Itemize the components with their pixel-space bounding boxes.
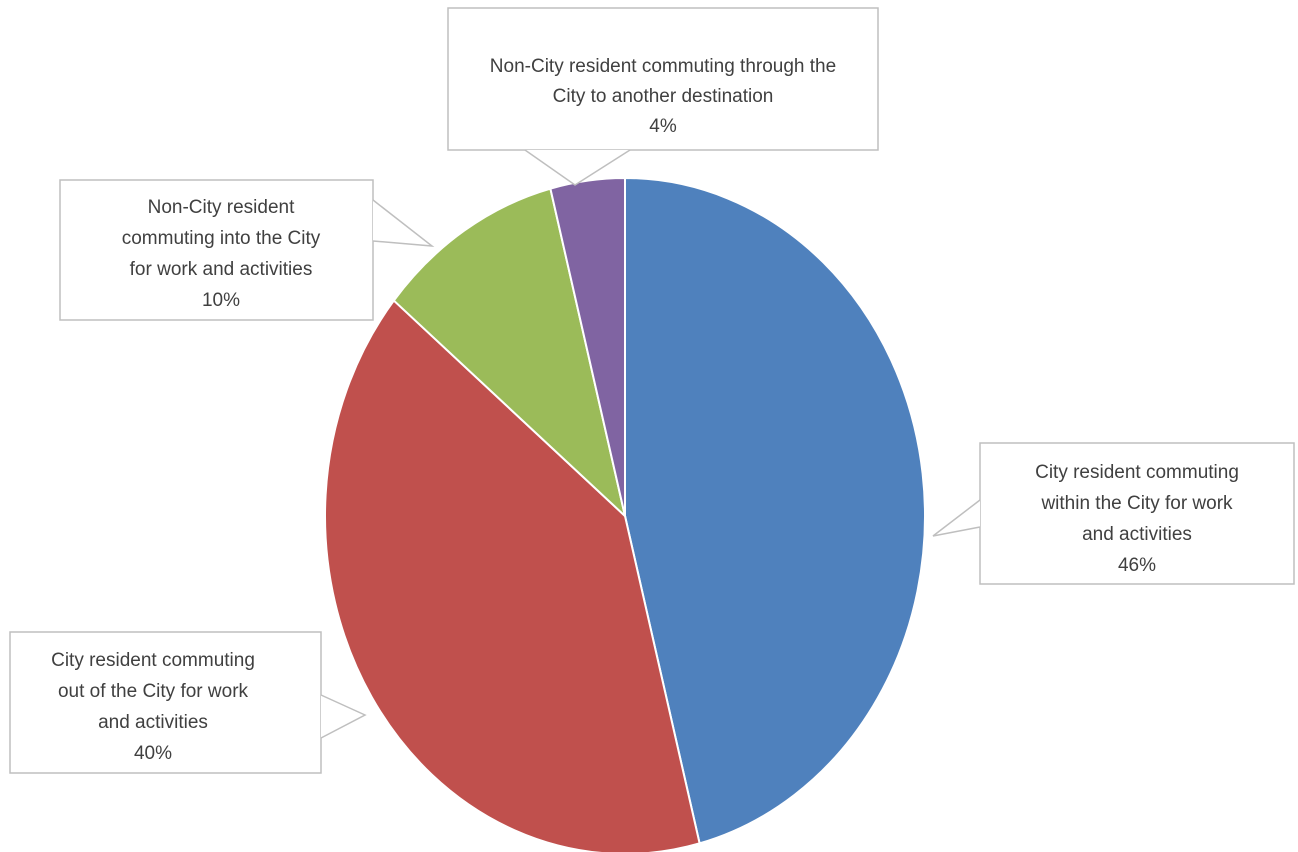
callout-through-city: Non-City resident commuting through the C…	[447, 7, 879, 186]
data-callouts: City resident commuting within the City f…	[9, 7, 1295, 774]
callout-pointer	[320, 694, 367, 739]
callout-value-label: 40%	[134, 743, 172, 764]
callout-pointer	[524, 149, 631, 186]
callout-label-line: commuting into the City	[122, 228, 321, 249]
callout-out-of-city: City resident commuting out of the City f…	[9, 631, 367, 774]
slice-within-city	[624, 176, 926, 845]
callout-pointer	[372, 199, 435, 247]
callout-box	[9, 631, 322, 774]
callout-label-line: and activities	[1082, 524, 1192, 545]
slice-into-city	[392, 187, 627, 519]
callout-label-line: within the City for work	[1040, 493, 1233, 514]
callout-label-line: for work and activities	[130, 259, 313, 280]
callout-label-line: City resident commuting	[1035, 462, 1239, 483]
callout-label-line: Non-City resident	[148, 197, 295, 218]
slice-out-of-city	[324, 299, 701, 852]
callout-label-line: Non-City resident commuting through the	[490, 56, 836, 77]
pie-slices	[324, 176, 926, 852]
callout-label-line: out of the City for work	[58, 681, 249, 702]
callout-within-city: City resident commuting within the City f…	[932, 442, 1295, 585]
callout-value-label: 10%	[202, 290, 240, 311]
callout-label-line: and activities	[98, 712, 208, 733]
callout-pointer	[932, 499, 981, 537]
callout-value-label: 46%	[1118, 555, 1156, 576]
callout-value-label: 4%	[649, 116, 677, 137]
callout-label-line: City to another destination	[553, 86, 774, 107]
callout-label-line: City resident commuting	[51, 650, 255, 671]
slice-through-city	[549, 176, 626, 517]
callout-into-city: Non-City resident commuting into the City…	[59, 179, 435, 321]
callout-box	[59, 179, 374, 321]
callout-box	[447, 7, 879, 151]
